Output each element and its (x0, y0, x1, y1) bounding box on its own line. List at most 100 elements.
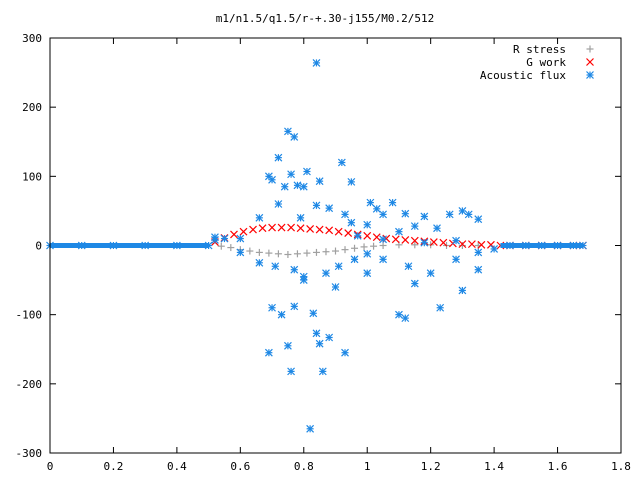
data-point (77, 241, 86, 250)
legend-marker (586, 45, 594, 53)
data-point (401, 209, 410, 218)
data-point (344, 229, 353, 237)
data-point (296, 224, 305, 233)
data-point (293, 250, 301, 258)
data-point (325, 204, 334, 213)
data-point (246, 247, 254, 255)
data-point (334, 227, 343, 236)
data-point (290, 132, 299, 141)
series-2 (46, 58, 587, 433)
y-tick-label: 100 (22, 170, 42, 183)
data-point (277, 223, 286, 232)
x-tick-label: 1.8 (611, 460, 631, 473)
x-tick-label: 1 (364, 460, 371, 473)
data-point (506, 241, 514, 250)
data-point (325, 333, 334, 342)
data-point (341, 210, 349, 219)
data-point (290, 302, 299, 311)
data-point (553, 241, 562, 250)
data-point (318, 367, 327, 376)
data-point (312, 329, 321, 338)
data-point (236, 248, 245, 257)
data-point (458, 206, 467, 215)
data-point (303, 249, 311, 257)
data-point (360, 243, 368, 251)
data-point (379, 210, 388, 219)
data-point (255, 248, 263, 256)
data-point (458, 240, 467, 249)
data-point (487, 240, 495, 249)
data-point (579, 241, 587, 250)
data-point (379, 235, 388, 244)
data-point (429, 238, 438, 246)
data-point (217, 242, 225, 250)
y-tick-label: -200 (16, 378, 43, 391)
data-point (284, 250, 292, 258)
data-point (458, 242, 466, 249)
data-point (290, 265, 299, 274)
data-point (452, 255, 460, 264)
data-point (370, 242, 378, 250)
data-point (287, 367, 296, 376)
data-point (283, 127, 292, 136)
data-point (474, 215, 483, 224)
data-point (274, 250, 282, 258)
x-tick-label: 0.4 (167, 460, 187, 473)
data-point (306, 424, 315, 433)
legend-label: R stress (513, 43, 566, 56)
data-point (363, 249, 372, 258)
data-point (350, 255, 359, 264)
data-point (426, 269, 435, 278)
x-tick-label: 1.6 (548, 460, 568, 473)
data-point (341, 246, 349, 254)
data-point (287, 223, 296, 232)
data-point (303, 167, 311, 176)
data-point (439, 238, 448, 247)
data-point (411, 241, 419, 249)
y-tick-label: 300 (22, 32, 42, 45)
data-point (315, 177, 324, 186)
data-point (537, 241, 546, 250)
data-point (395, 227, 403, 236)
data-point (236, 234, 245, 243)
legend-marker (586, 58, 594, 66)
x-tick-label: 0 (47, 460, 54, 473)
y-tick-label: -100 (16, 309, 43, 322)
data-point (172, 241, 181, 250)
data-point (239, 227, 248, 236)
data-point (268, 223, 276, 232)
data-point (277, 310, 286, 319)
data-point (296, 213, 305, 222)
x-tick-label: 0.8 (294, 460, 314, 473)
data-point (341, 348, 349, 357)
data-point (366, 198, 375, 207)
data-point (255, 213, 264, 222)
data-point (274, 153, 283, 162)
data-point (363, 220, 372, 229)
data-point (268, 303, 276, 312)
y-tick-label: 0 (35, 240, 42, 253)
data-point (258, 224, 267, 233)
data-point (315, 339, 324, 348)
data-point (388, 198, 397, 207)
plot-frame (49, 37, 622, 454)
data-point (230, 230, 238, 239)
chart-title: m1/n1.5/q1.5/r-+.30-j155/M0.2/512 (216, 12, 435, 25)
data-point (379, 242, 387, 249)
data-point (436, 303, 445, 312)
data-point (410, 222, 419, 231)
legend-label: G work (526, 56, 566, 69)
data-point (312, 248, 320, 256)
data-point (490, 245, 499, 253)
data-point (372, 233, 381, 242)
data-point (332, 247, 339, 255)
data-point (312, 58, 321, 67)
data-point (204, 241, 213, 250)
data-point (334, 262, 343, 271)
data-point (372, 204, 381, 213)
data-point (312, 201, 321, 210)
x-tick-label: 0.6 (230, 460, 250, 473)
data-point (521, 241, 530, 250)
data-point (109, 241, 118, 250)
